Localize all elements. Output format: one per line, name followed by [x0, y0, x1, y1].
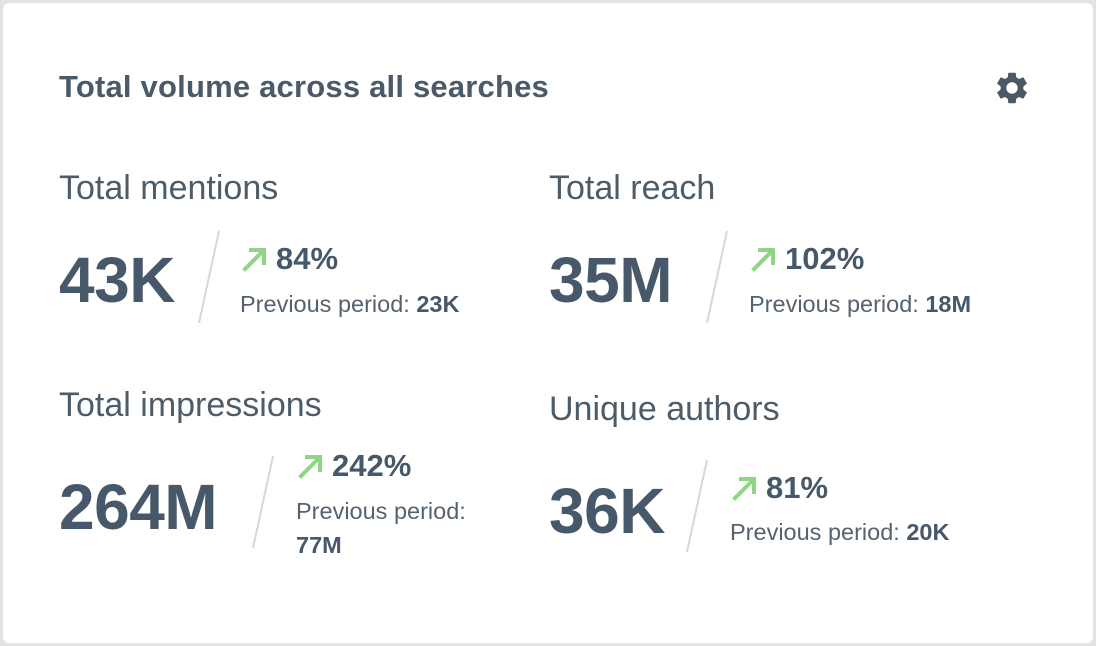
widget-title: Total volume across all searches [59, 69, 550, 104]
metric-change-percent: 102% [785, 241, 865, 276]
previous-period-label: Previous period: [749, 291, 919, 317]
metric-value: 36K [549, 475, 665, 547]
metric-label: Total impressions [59, 386, 322, 424]
previous-period-value: 23K [416, 291, 460, 317]
volume-widget-card: Total volume across all searches Total m… [3, 3, 1093, 643]
metric-total-reach: Total reach 35M 102% Previous period: 18… [549, 169, 1029, 339]
metric-change: 242% [296, 448, 411, 484]
trend-up-arrow-icon [298, 455, 322, 479]
previous-period-value: 20K [906, 519, 950, 545]
previous-period-value: 77M [296, 532, 342, 558]
metric-change-percent: 81% [766, 470, 829, 505]
previous-period-label: Previous period: [296, 498, 466, 524]
metric-total-mentions: Total mentions 43K 84% Previous period: … [59, 169, 509, 339]
metric-label: Total reach [549, 169, 716, 207]
metric-value: 43K [59, 244, 175, 316]
previous-period: Previous period: 20K [730, 515, 949, 549]
metric-change: 84% [240, 241, 338, 277]
previous-period-value: 18M [925, 291, 972, 317]
previous-period: Previous period: 23K [240, 287, 459, 321]
metric-value: 35M [549, 244, 673, 316]
trend-up-arrow-icon [751, 248, 775, 272]
metric-divider [686, 459, 708, 553]
metric-divider [706, 230, 728, 324]
previous-period: Previous period: 77M [296, 494, 466, 562]
metric-change-percent: 242% [332, 448, 412, 483]
metric-change-percent: 84% [276, 241, 339, 276]
metric-label: Total mentions [59, 169, 279, 207]
metric-change: 102% [749, 241, 864, 277]
metric-unique-authors: Unique authors 36K 81% Previous period: … [549, 390, 1029, 570]
previous-period-label: Previous period: [240, 291, 410, 317]
previous-period: Previous period: 18M [749, 287, 971, 321]
metric-change: 81% [730, 470, 828, 506]
metric-divider [198, 230, 220, 324]
metric-label: Unique authors [549, 390, 780, 428]
trend-up-arrow-icon [242, 248, 266, 272]
metric-total-impressions: Total impressions 264M 242% Previous per… [59, 386, 519, 586]
trend-up-arrow-icon [732, 477, 756, 501]
metric-value: 264M [59, 471, 218, 543]
gear-icon[interactable] [993, 69, 1031, 107]
metric-divider [252, 455, 274, 549]
previous-period-label: Previous period: [730, 519, 900, 545]
